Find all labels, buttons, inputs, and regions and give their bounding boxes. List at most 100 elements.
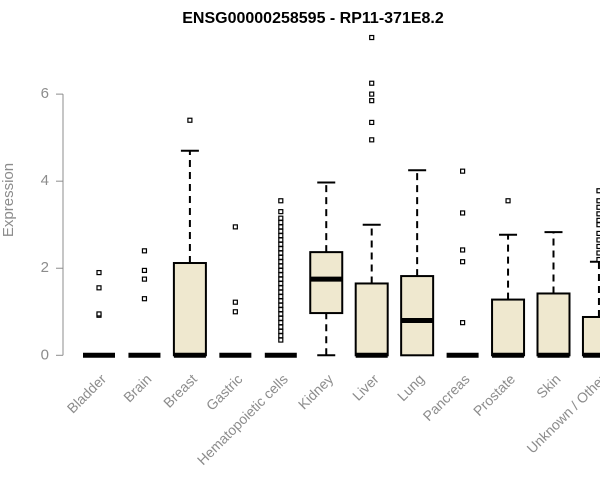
box-body xyxy=(172,262,207,357)
outlier-point xyxy=(596,204,600,210)
outlier-point xyxy=(278,198,284,204)
x-tick-label: Kidney xyxy=(295,371,337,413)
box-brain xyxy=(128,248,161,358)
y-axis: 0 2 4 6 xyxy=(41,85,64,363)
outlier-point xyxy=(369,137,375,143)
outlier-point xyxy=(596,198,600,204)
box-body xyxy=(491,298,526,357)
box-body xyxy=(400,275,435,357)
box-prostate xyxy=(491,198,526,358)
x-tick-label: Brain xyxy=(120,371,154,405)
y-tick-label: 0 xyxy=(41,346,49,363)
y-axis-label: Expression xyxy=(0,163,17,237)
chart-title: ENSG00000258595 - RP11-371E8.2 xyxy=(182,10,444,27)
outlier-point xyxy=(278,254,284,260)
outlier-point xyxy=(278,241,284,247)
outlier-point xyxy=(96,269,102,276)
outlier-point xyxy=(278,228,284,234)
x-tick-label: Skin xyxy=(533,371,564,402)
outlier-point xyxy=(278,293,284,300)
outlier-point xyxy=(596,211,600,217)
outlier-point xyxy=(232,299,238,305)
box-body xyxy=(581,315,600,357)
x-tick-label: Gastric xyxy=(203,371,246,414)
outlier-point xyxy=(369,80,375,86)
outlier-point xyxy=(460,259,466,265)
outlier-point xyxy=(96,311,102,317)
outlier-point xyxy=(278,224,284,230)
outlier-point xyxy=(278,219,284,226)
outlier-point xyxy=(278,263,284,269)
outlier-point xyxy=(460,168,466,174)
outlier-point xyxy=(141,296,148,302)
outlier-point xyxy=(596,243,600,250)
y-tick-label: 6 xyxy=(41,85,49,102)
outlier-point xyxy=(596,250,600,256)
box-hematopoietic-cells xyxy=(264,198,297,358)
outlier-point xyxy=(278,215,284,221)
outlier-point xyxy=(278,280,284,287)
box-skin xyxy=(536,231,571,358)
outlier-point xyxy=(278,315,284,321)
outlier-point xyxy=(596,256,600,263)
outlier-point xyxy=(278,246,284,252)
outlier-point xyxy=(187,117,193,123)
x-tick-label: Lung xyxy=(394,371,427,404)
box-gastric xyxy=(219,224,252,358)
box-breast xyxy=(172,117,207,358)
boxes xyxy=(83,34,600,358)
outlier-point xyxy=(278,306,284,313)
box-lung xyxy=(400,169,435,357)
outlier-point xyxy=(278,320,284,326)
outlier-point xyxy=(96,285,102,291)
x-tick-label: Hematopoietic cells xyxy=(194,371,291,468)
y-tick-label: 4 xyxy=(41,172,49,189)
outlier-point xyxy=(278,232,284,239)
box-unknown-other xyxy=(581,188,600,358)
box-body xyxy=(309,251,344,315)
x-tick-label: Prostate xyxy=(470,371,518,419)
outlier-point xyxy=(460,210,466,216)
outlier-point xyxy=(596,230,600,237)
outlier-point xyxy=(278,337,284,343)
outlier-point xyxy=(369,91,375,97)
box-kidney xyxy=(309,181,344,357)
outlier-point xyxy=(278,272,284,278)
outlier-point xyxy=(596,188,600,194)
outlier-point xyxy=(278,333,284,339)
outlier-point xyxy=(278,250,284,256)
outlier-point xyxy=(232,224,238,230)
outlier-point xyxy=(369,119,375,126)
outlier-point xyxy=(369,98,375,104)
outlier-point xyxy=(141,267,148,274)
x-tick-label: Bladder xyxy=(64,371,110,417)
outlier-point xyxy=(278,298,284,304)
box-liver xyxy=(354,34,389,358)
x-tick-label: Pancreas xyxy=(420,371,473,424)
x-tick-label: Breast xyxy=(160,371,200,411)
outlier-point xyxy=(278,324,284,330)
box-bladder xyxy=(83,269,115,358)
box-pancreas xyxy=(446,168,479,358)
outlier-point xyxy=(278,302,284,308)
outlier-point xyxy=(278,285,284,291)
y-tick-label: 2 xyxy=(41,259,49,276)
x-tick-label: Liver xyxy=(349,371,382,404)
outlier-point xyxy=(278,267,284,274)
box-body xyxy=(354,282,389,357)
outlier-point xyxy=(278,237,284,243)
outlier-point xyxy=(141,276,148,282)
outlier-point xyxy=(278,259,284,265)
outlier-point xyxy=(369,34,375,41)
outlier-point xyxy=(141,248,148,254)
outlier-point xyxy=(278,311,284,317)
outlier-point xyxy=(278,209,284,215)
outlier-point xyxy=(505,198,511,204)
outlier-point xyxy=(460,247,466,253)
outlier-point xyxy=(596,217,600,223)
box-body xyxy=(536,292,571,357)
outlier-point xyxy=(460,320,466,326)
outlier-point xyxy=(278,289,284,295)
